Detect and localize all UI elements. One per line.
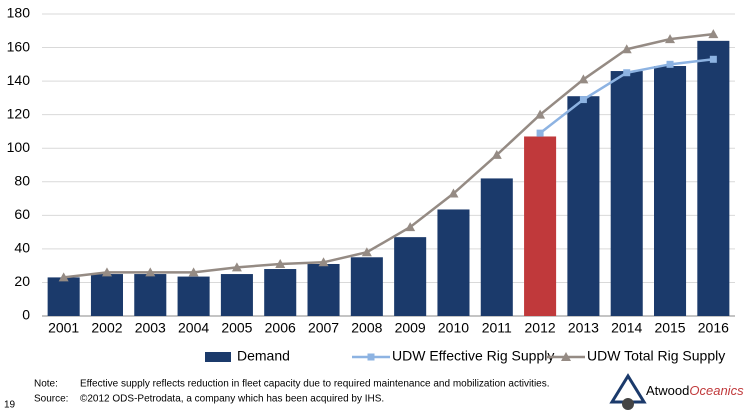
y-tick-label: 160 <box>7 38 31 54</box>
bar <box>134 274 167 316</box>
marker <box>579 96 587 104</box>
bar <box>394 237 427 316</box>
marker <box>361 247 372 257</box>
source: ©2012 ODS-Petrodata, a company which has… <box>80 394 384 405</box>
bar <box>697 40 730 316</box>
legend-marker <box>561 352 571 361</box>
bar <box>654 66 687 316</box>
bar <box>437 209 470 316</box>
note-label: Note: <box>34 379 58 390</box>
marker <box>491 149 502 159</box>
x-tick-label: 2004 <box>178 320 209 336</box>
y-tick-label: 180 <box>7 5 31 21</box>
x-tick-label: 2006 <box>265 320 296 336</box>
logo: AtwoodOceanics <box>609 373 744 410</box>
logo-icon <box>622 398 634 410</box>
marker <box>188 267 199 277</box>
x-tick-label: 2002 <box>91 320 122 336</box>
x-tick-label: 2015 <box>654 320 685 336</box>
bar <box>264 269 297 316</box>
x-tick-label: 2007 <box>308 320 339 336</box>
marker <box>578 74 589 84</box>
bar <box>480 178 513 316</box>
legend-marker <box>367 353 375 361</box>
y-tick-label: 40 <box>14 240 30 256</box>
y-tick-label: 80 <box>14 172 30 188</box>
y-tick-label: 20 <box>14 273 30 289</box>
x-tick-label: 2005 <box>221 320 252 336</box>
marker <box>318 257 329 267</box>
marker <box>708 29 719 39</box>
marker <box>145 267 156 277</box>
source-label: Source: <box>34 394 68 405</box>
y-tick-label: 0 <box>22 307 30 323</box>
y-tick-label: 60 <box>14 206 30 222</box>
note: Effective supply reflects reduction in f… <box>80 379 550 390</box>
x-tick-label: 2003 <box>135 320 166 336</box>
bar <box>307 263 340 316</box>
marker <box>101 267 112 277</box>
logo-part1: Atwood <box>646 383 689 398</box>
x-tick-label: 2011 <box>482 320 512 336</box>
x-tick-label: 2014 <box>611 320 642 336</box>
bar <box>47 277 80 316</box>
line <box>63 32 714 279</box>
marker <box>448 188 459 198</box>
y-tick-label: 120 <box>7 105 31 121</box>
legend-swatch <box>205 352 231 362</box>
bar <box>567 96 600 316</box>
marker <box>536 129 544 137</box>
bar <box>610 71 643 317</box>
marker <box>405 222 416 232</box>
marker <box>535 109 546 119</box>
bar <box>177 276 210 316</box>
marker <box>231 262 242 272</box>
marker <box>275 258 286 268</box>
marker <box>665 34 676 44</box>
x-tick-label: 2008 <box>351 320 382 336</box>
page-number: 19 <box>4 400 16 411</box>
bar <box>350 257 383 316</box>
marker <box>621 44 632 54</box>
x-tick-label: 2009 <box>395 320 426 336</box>
y-tick-label: 140 <box>7 72 31 88</box>
x-tick-label: 2012 <box>525 320 556 336</box>
legend-label: Demand <box>237 348 290 364</box>
x-tick-label: 2010 <box>438 320 469 336</box>
y-tick-label: 100 <box>7 139 31 155</box>
legend-label: UDW Effective Rig Supply <box>392 348 554 364</box>
marker <box>709 55 717 63</box>
marker <box>58 272 69 282</box>
marker <box>666 60 674 68</box>
logo-text: AtwoodOceanics <box>646 383 744 398</box>
marker <box>623 69 631 77</box>
bar <box>524 136 557 316</box>
legend-label: UDW Total Rig Supply <box>587 348 725 364</box>
x-tick-label: 2001 <box>48 320 79 336</box>
x-tick-label: 2013 <box>568 320 599 336</box>
bar <box>90 274 123 316</box>
x-tick-label: 2016 <box>698 320 729 336</box>
logo-part2: Oceanics <box>689 383 744 398</box>
bar <box>220 274 253 316</box>
